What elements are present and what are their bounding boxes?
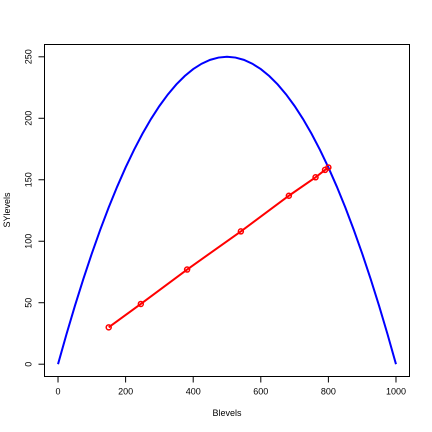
point [312,174,319,181]
y-tick-label: 0 [24,362,34,367]
point [137,300,145,308]
y-tick-label: 200 [24,111,34,126]
point [183,266,191,273]
y-tick-label: 150 [24,172,34,187]
x-axis-label: Blevels [212,408,242,418]
y-tick-label: 100 [24,234,34,249]
point [105,324,112,331]
plot-frame [44,44,410,377]
x-tick-label: 800 [321,387,336,397]
x-tick-label: 1000 [386,387,406,397]
y-tick-label: 250 [24,49,34,64]
y-tick-label: 50 [24,298,34,308]
series-line [108,166,329,329]
x-tick-label: 200 [118,387,133,397]
point [237,228,245,235]
y-axis-label: SYlevels [2,192,12,228]
point [325,164,332,171]
x-tick-label: 400 [186,387,201,397]
x-tick-label: 600 [253,387,268,397]
point [285,192,293,199]
x-tick-label: 0 [56,387,61,397]
series-line [57,55,397,365]
